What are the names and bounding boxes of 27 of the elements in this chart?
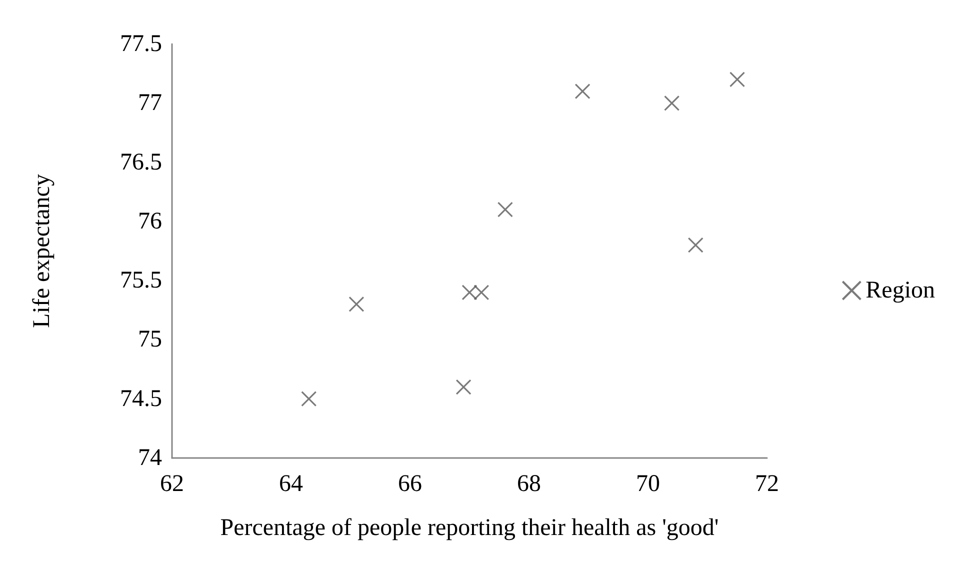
point: [664, 95, 680, 111]
point: [456, 379, 472, 395]
y-tick-label: 74.5: [120, 386, 162, 412]
y-tick-label: 76: [138, 208, 162, 234]
point: [497, 202, 513, 218]
x-tick-label: 62: [160, 471, 184, 497]
x-tick-label: 64: [279, 471, 303, 497]
x-tick-label: 68: [517, 471, 541, 497]
y-axis-title: Life expectancy: [29, 174, 55, 328]
point: [574, 84, 590, 100]
x-tick-label: 66: [398, 471, 422, 497]
y-tick-label: 74: [138, 445, 162, 471]
y-tick-label: 77.5: [120, 31, 162, 57]
x-tick-label: 72: [755, 471, 779, 497]
y-tick-label: 77: [138, 90, 162, 116]
point: [348, 296, 364, 312]
y-tick-label: 76.5: [120, 149, 162, 176]
legend-label: Region: [866, 278, 935, 304]
point: [462, 284, 478, 300]
point: [474, 284, 490, 300]
point: [729, 72, 746, 88]
x-axis-title: Percentage of people reporting their health as 'good': [220, 515, 719, 541]
point: [688, 237, 704, 253]
y-tick-label: 75: [138, 326, 162, 353]
point: [301, 391, 317, 407]
x-tick-label: 70: [636, 471, 660, 497]
y-tick-label: 75.5: [120, 268, 162, 294]
